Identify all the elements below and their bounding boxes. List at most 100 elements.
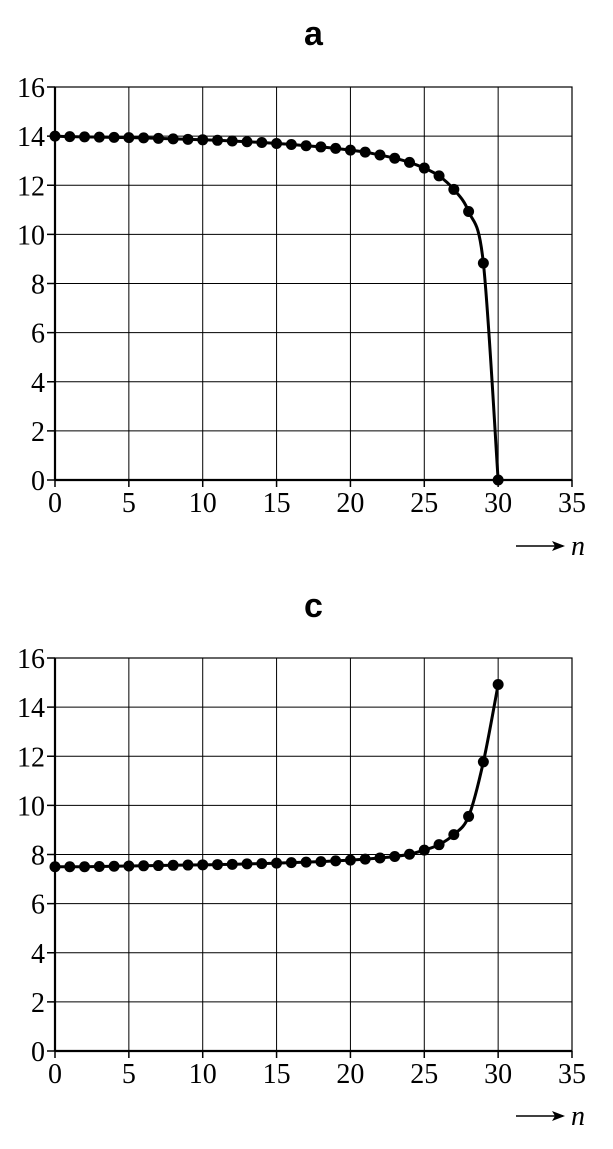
data-point bbox=[256, 137, 268, 149]
chart-title: c bbox=[304, 587, 323, 625]
data-point bbox=[344, 854, 356, 866]
data-point bbox=[344, 144, 356, 156]
x-tick-label: 25 bbox=[410, 488, 438, 519]
data-point bbox=[492, 474, 504, 486]
data-point bbox=[197, 859, 209, 871]
data-point bbox=[404, 156, 416, 168]
x-tick-label: 15 bbox=[263, 1059, 291, 1090]
y-tick-label: 12 bbox=[17, 742, 45, 773]
data-point bbox=[64, 131, 76, 143]
x-tick-label: 15 bbox=[263, 488, 291, 519]
data-point bbox=[79, 861, 91, 873]
data-point bbox=[49, 130, 61, 142]
data-point bbox=[448, 829, 460, 841]
y-tick-label: 2 bbox=[31, 417, 45, 448]
data-point bbox=[49, 861, 61, 873]
data-point bbox=[359, 853, 371, 865]
y-tick-label: 12 bbox=[17, 171, 45, 202]
data-point bbox=[226, 858, 238, 870]
data-point bbox=[211, 134, 223, 146]
data-point bbox=[300, 140, 312, 152]
data-point bbox=[463, 206, 475, 218]
data-point bbox=[463, 810, 475, 822]
data-point bbox=[138, 132, 150, 144]
data-point bbox=[93, 131, 105, 143]
x-tick-label: 20 bbox=[336, 1059, 364, 1090]
x-axis-label: n bbox=[571, 531, 585, 562]
data-point bbox=[271, 137, 283, 149]
data-point bbox=[241, 136, 253, 148]
data-point bbox=[256, 858, 268, 870]
data-point bbox=[389, 850, 401, 862]
y-tick-label: 4 bbox=[31, 368, 45, 399]
y-tick-label: 14 bbox=[17, 693, 45, 724]
data-point bbox=[477, 257, 489, 269]
x-tick-label: 30 bbox=[484, 1059, 512, 1090]
x-tick-label: 20 bbox=[336, 488, 364, 519]
data-point bbox=[389, 152, 401, 164]
data-point bbox=[418, 844, 430, 856]
x-axis-label: n bbox=[571, 1101, 585, 1132]
x-tick-label: 0 bbox=[48, 1059, 62, 1090]
data-point bbox=[374, 852, 386, 864]
y-tick-label: 10 bbox=[17, 791, 45, 822]
data-point bbox=[285, 138, 297, 150]
y-tick-label: 6 bbox=[31, 319, 45, 350]
data-point bbox=[418, 162, 430, 174]
x-tick-label: 30 bbox=[484, 488, 512, 519]
y-tick-label: 16 bbox=[17, 73, 45, 104]
data-point bbox=[359, 146, 371, 158]
x-tick-label: 5 bbox=[122, 488, 136, 519]
x-tick-label: 5 bbox=[122, 1059, 136, 1090]
data-point bbox=[79, 131, 91, 143]
y-tick-label: 6 bbox=[31, 890, 45, 921]
data-point bbox=[330, 855, 342, 867]
y-tick-label: 10 bbox=[17, 220, 45, 251]
x-tick-label: 0 bbox=[48, 488, 62, 519]
x-tick-label: 35 bbox=[558, 488, 586, 519]
x-tick-label: 35 bbox=[558, 1059, 586, 1090]
x-label-arrowhead bbox=[552, 541, 565, 551]
data-point bbox=[138, 860, 150, 872]
data-point bbox=[315, 141, 327, 153]
data-point bbox=[182, 133, 194, 145]
data-point bbox=[211, 859, 223, 871]
data-point bbox=[93, 861, 105, 873]
data-point bbox=[123, 132, 135, 144]
data-point bbox=[285, 857, 297, 869]
data-point bbox=[167, 133, 179, 145]
data-point bbox=[167, 859, 179, 871]
data-point bbox=[433, 170, 445, 182]
x-tick-label: 25 bbox=[410, 1059, 438, 1090]
data-point bbox=[300, 856, 312, 868]
data-point bbox=[315, 856, 327, 868]
chart-panel-c: c 0 2 4 6 8 10 12 14 16 0 5 10 15 20 25 30 35 n bbox=[17, 587, 586, 1132]
y-tick-label: 0 bbox=[31, 1037, 45, 1068]
data-point bbox=[123, 860, 135, 872]
data-point bbox=[404, 848, 416, 860]
data-point bbox=[477, 756, 489, 768]
y-tick-label: 0 bbox=[31, 466, 45, 497]
x-tick-label: 10 bbox=[189, 488, 217, 519]
y-tick-label: 8 bbox=[31, 270, 45, 301]
data-point bbox=[433, 839, 445, 851]
data-point bbox=[108, 131, 120, 143]
x-tick-label: 10 bbox=[189, 1059, 217, 1090]
data-point bbox=[182, 859, 194, 871]
y-tick-label: 14 bbox=[17, 122, 45, 153]
data-point bbox=[226, 135, 238, 147]
data-point bbox=[330, 142, 342, 154]
data-point bbox=[152, 132, 164, 144]
data-point bbox=[374, 149, 386, 161]
chart-panel-a: a 0 2 4 6 8 10 12 14 16 0 5 10 15 20 25 30 35 n bbox=[17, 15, 586, 562]
y-tick-label: 2 bbox=[31, 988, 45, 1019]
data-point bbox=[64, 861, 76, 873]
data-point bbox=[241, 858, 253, 870]
data-point bbox=[492, 679, 504, 691]
chart-title: a bbox=[304, 15, 324, 53]
y-tick-label: 16 bbox=[17, 644, 45, 675]
x-label-arrowhead bbox=[552, 1111, 565, 1121]
data-point bbox=[108, 860, 120, 872]
data-point bbox=[197, 134, 209, 146]
